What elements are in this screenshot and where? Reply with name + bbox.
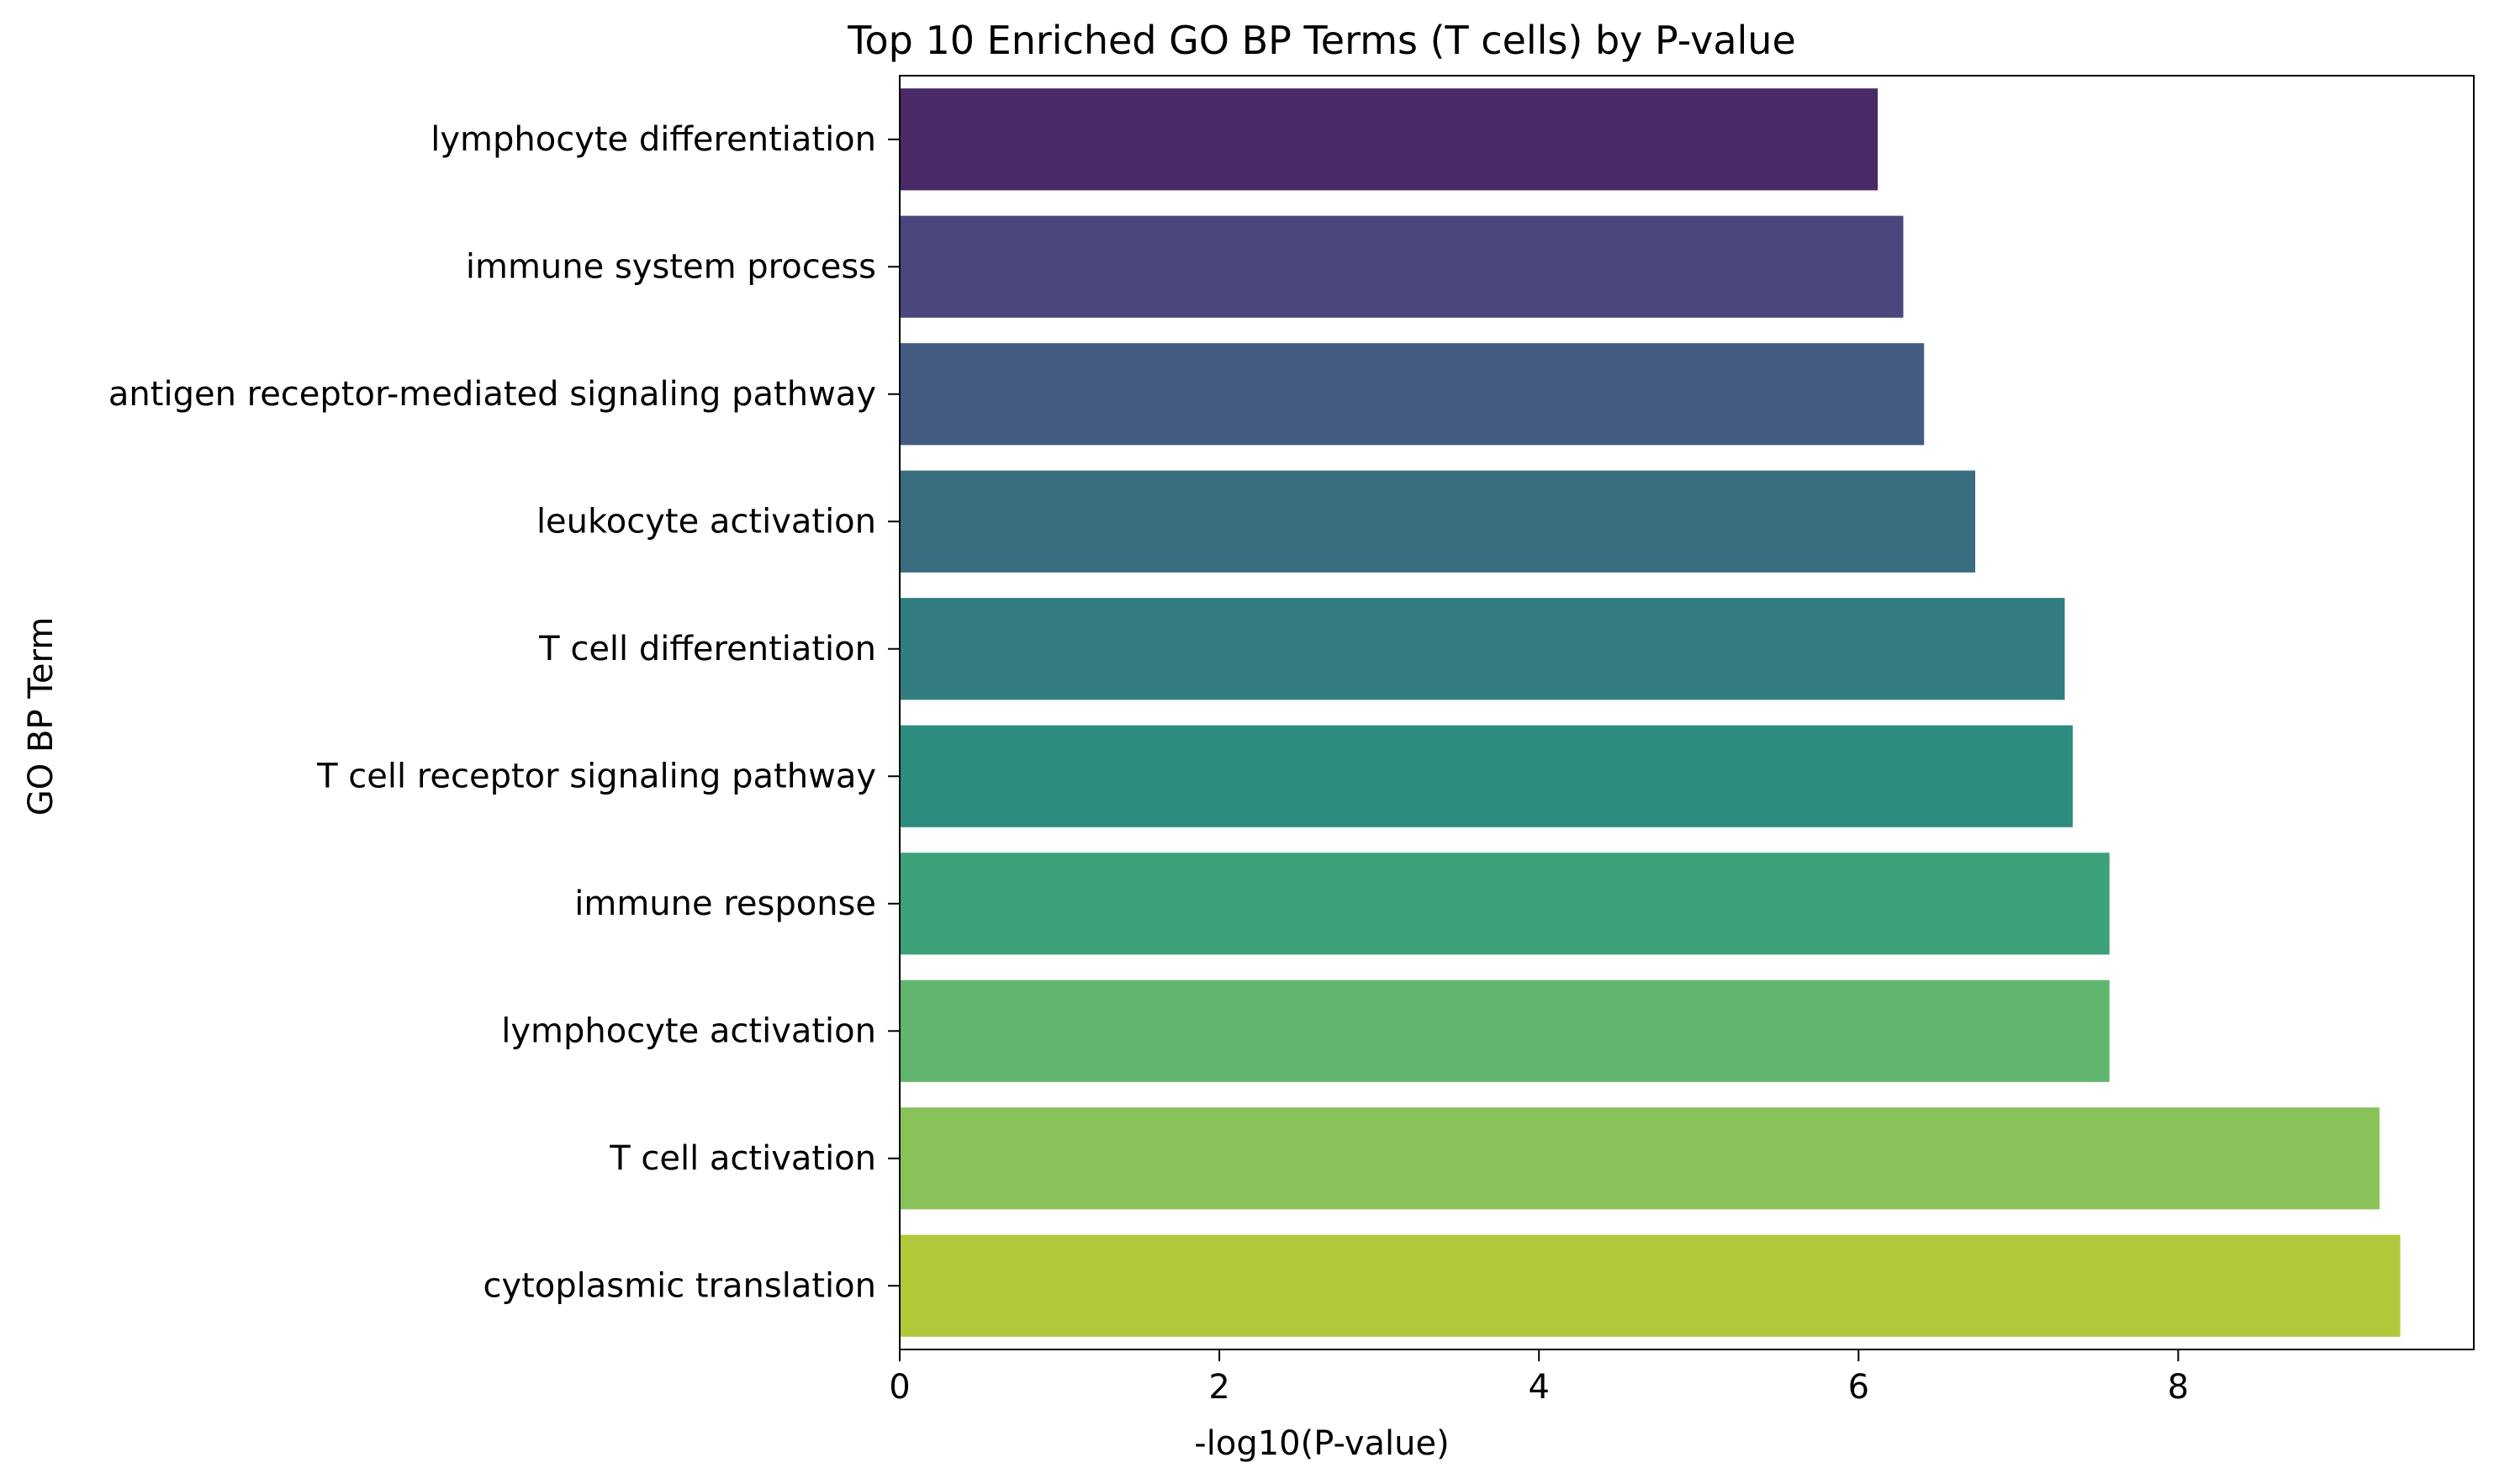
y-tick-label: immune response — [574, 885, 876, 923]
chart-title: Top 10 Enriched GO BP Terms (T cells) by… — [847, 18, 1796, 63]
bars-group — [900, 88, 2401, 1337]
x-axis-title: -log10(P-value) — [1194, 1424, 1449, 1463]
y-tick-label: T cell receptor signaling pathway — [316, 757, 876, 795]
bar — [900, 88, 1878, 191]
bar — [900, 215, 1904, 318]
bar — [900, 853, 2110, 955]
plot-frame — [899, 75, 2475, 1350]
y-tick-label: T cell activation — [609, 1139, 876, 1178]
y-tick-label: cytoplasmic translation — [483, 1266, 876, 1305]
x-tick-label: 2 — [1208, 1368, 1229, 1407]
y-ticks: lymphocyte differentiation immune system … — [108, 120, 900, 1305]
bar — [900, 598, 2065, 700]
y-tick-label: leukocyte activation — [536, 502, 876, 541]
bar — [900, 470, 1976, 573]
bar — [900, 1107, 2380, 1210]
y-tick-label: immune system process — [466, 247, 876, 286]
bar — [900, 725, 2073, 827]
x-ticks: 0 2 4 6 8 — [889, 1349, 2189, 1407]
x-tick-label: 8 — [2168, 1368, 2189, 1407]
bar — [900, 1234, 2401, 1337]
y-tick-label: lymphocyte activation — [501, 1011, 876, 1050]
x-tick-label: 6 — [1848, 1368, 1869, 1407]
x-tick-label: 4 — [1528, 1368, 1549, 1407]
y-axis-title: GO BP Term — [22, 617, 61, 816]
x-tick-label: 0 — [889, 1368, 910, 1407]
y-tick-label: antigen receptor-mediated signaling path… — [108, 375, 876, 414]
y-tick-label: T cell differentiation — [538, 630, 876, 668]
bar — [900, 343, 1925, 446]
bar — [900, 980, 2110, 1082]
y-tick-label: lymphocyte differentiation — [431, 120, 876, 159]
